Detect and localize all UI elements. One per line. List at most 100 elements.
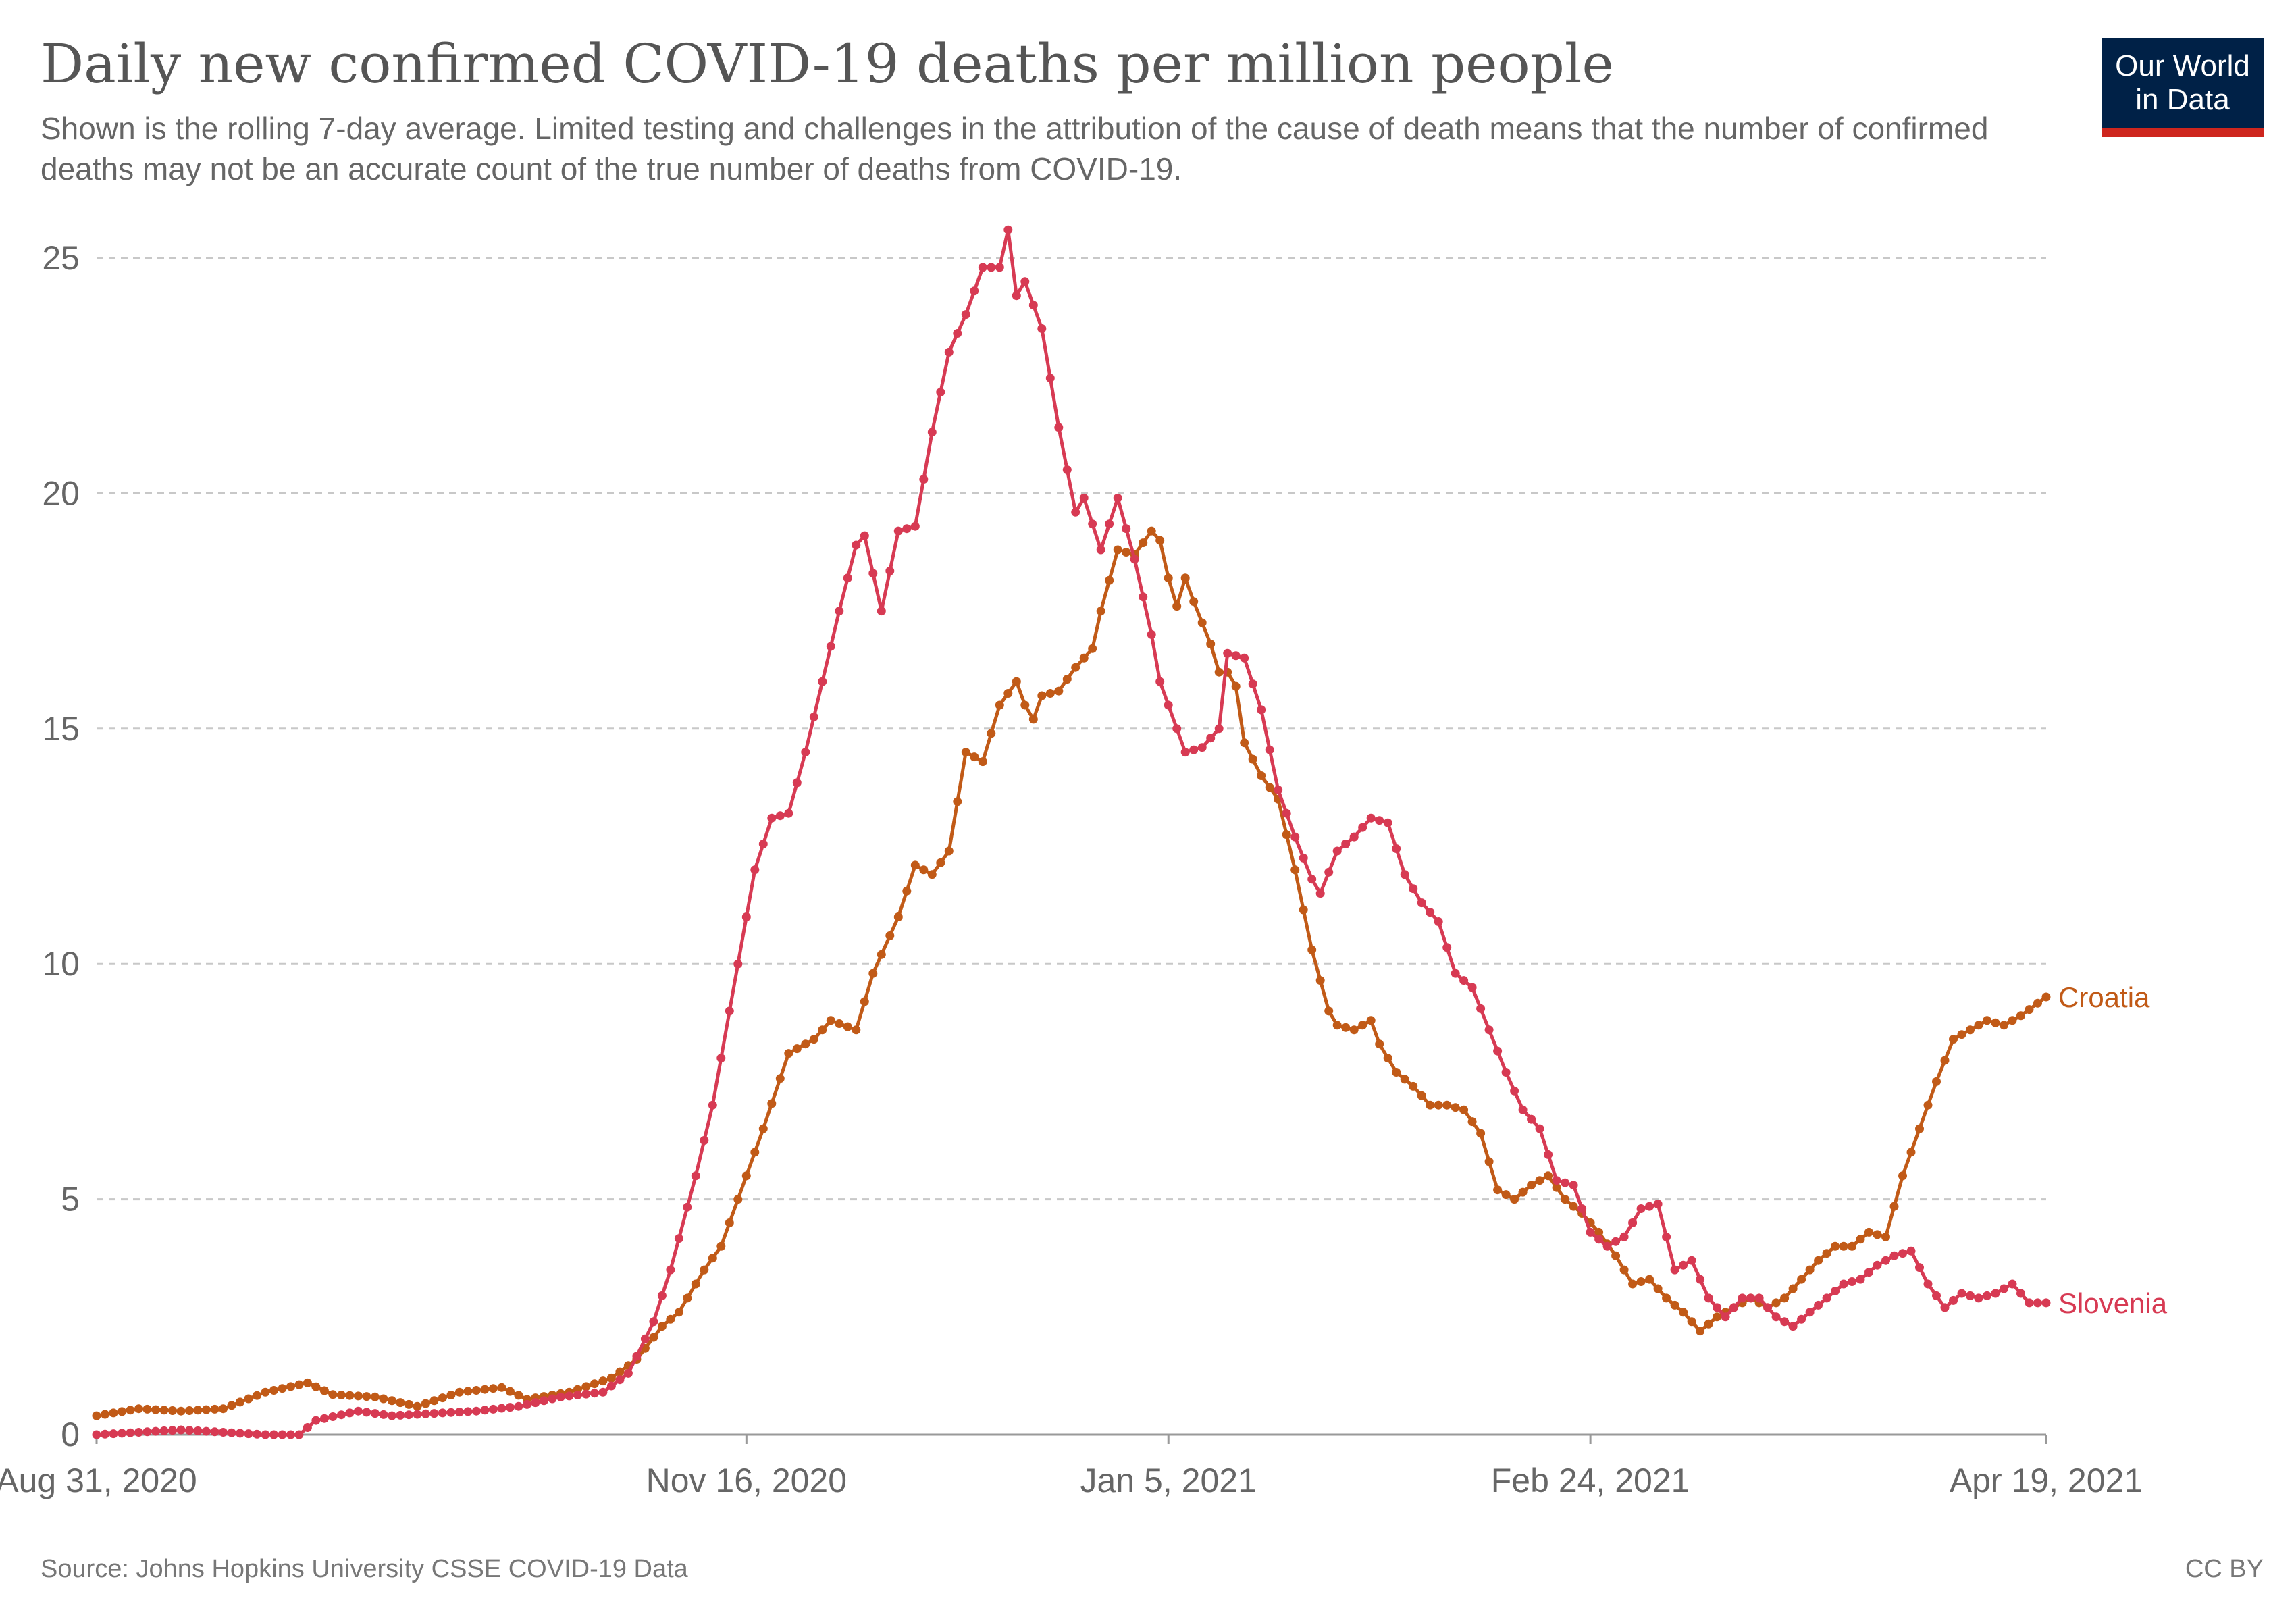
data-point-croatia	[497, 1383, 506, 1392]
data-point-croatia	[159, 1406, 169, 1415]
license-note[interactable]: CC BY	[2185, 1555, 2264, 1583]
data-point-croatia	[294, 1380, 304, 1389]
data-point-slovenia	[1122, 524, 1131, 534]
data-point-slovenia	[868, 569, 878, 578]
data-point-slovenia	[1721, 1312, 1730, 1322]
data-point-slovenia	[1906, 1246, 1916, 1256]
data-point-croatia	[1315, 976, 1325, 985]
data-point-croatia	[1467, 1117, 1477, 1127]
data-point-slovenia	[505, 1403, 515, 1412]
data-point-croatia	[168, 1406, 177, 1415]
data-point-croatia	[1113, 545, 1122, 555]
owid-logo[interactable]: Our World in Data	[2102, 38, 2264, 137]
data-point-croatia	[775, 1074, 785, 1083]
data-point-slovenia	[1991, 1289, 2000, 1298]
data-point-slovenia	[1417, 898, 1426, 908]
data-point-croatia	[936, 858, 945, 867]
data-point-slovenia	[826, 642, 835, 651]
data-point-slovenia	[1307, 875, 1317, 884]
data-point-croatia	[1037, 691, 1047, 700]
x-tick-label: Jan 5, 2021	[1080, 1462, 1257, 1499]
data-point-croatia	[1653, 1284, 1663, 1293]
data-point-slovenia	[463, 1407, 473, 1416]
data-point-croatia	[471, 1386, 481, 1395]
data-point-croatia	[92, 1411, 101, 1420]
data-point-slovenia	[1231, 651, 1241, 661]
source-note[interactable]: Source: Johns Hopkins University CSSE CO…	[41, 1555, 688, 1583]
data-point-slovenia	[590, 1389, 599, 1398]
data-point-slovenia	[1020, 277, 1030, 286]
data-point-slovenia	[1577, 1204, 1587, 1213]
data-point-croatia	[311, 1382, 321, 1391]
data-point-slovenia	[1932, 1291, 1941, 1300]
data-point-slovenia	[1552, 1176, 1561, 1185]
data-point-slovenia	[2008, 1279, 2017, 1289]
data-point-slovenia	[1096, 545, 1105, 555]
data-point-croatia	[1248, 754, 1257, 764]
data-point-croatia	[236, 1397, 244, 1407]
data-point-slovenia	[142, 1427, 152, 1437]
data-point-croatia	[2025, 1005, 2034, 1014]
data-point-croatia	[1079, 653, 1089, 663]
data-point-croatia	[488, 1384, 498, 1393]
data-point-croatia	[1822, 1249, 1831, 1258]
data-point-slovenia	[1594, 1235, 1604, 1244]
data-point-slovenia	[379, 1410, 388, 1419]
data-point-slovenia	[1873, 1260, 1882, 1270]
data-point-slovenia	[1670, 1265, 1679, 1275]
data-point-slovenia	[1797, 1314, 1806, 1324]
data-point-slovenia	[396, 1410, 405, 1420]
data-point-croatia	[1805, 1265, 1815, 1275]
data-point-croatia	[185, 1406, 194, 1415]
data-point-slovenia	[1139, 592, 1148, 602]
data-point-slovenia	[1915, 1263, 1924, 1272]
data-point-croatia	[1139, 538, 1148, 548]
data-point-croatia	[1054, 686, 1064, 696]
data-point-croatia	[463, 1387, 473, 1396]
y-tick-label: 10	[42, 945, 80, 983]
data-point-croatia	[927, 870, 937, 879]
data-point-croatia	[741, 1171, 751, 1181]
data-point-slovenia	[1164, 700, 1173, 710]
data-point-croatia	[1594, 1227, 1604, 1237]
data-point-slovenia	[1392, 844, 1401, 853]
data-point-croatia	[1797, 1275, 1806, 1284]
data-point-slovenia	[1628, 1218, 1638, 1227]
data-point-croatia	[716, 1241, 726, 1251]
data-point-slovenia	[1400, 870, 1409, 879]
data-point-slovenia	[1645, 1202, 1654, 1211]
data-point-slovenia	[1324, 867, 1334, 877]
series-croatia	[92, 526, 2051, 1420]
data-point-croatia	[1265, 783, 1274, 792]
data-point-slovenia	[1805, 1308, 1815, 1317]
data-point-slovenia	[657, 1291, 667, 1300]
data-point-slovenia	[1746, 1293, 1756, 1303]
grid-layer	[97, 257, 2046, 1201]
data-point-slovenia	[615, 1375, 625, 1385]
data-point-croatia	[1788, 1284, 1798, 1293]
data-point-slovenia	[471, 1406, 481, 1416]
data-point-croatia	[1974, 1021, 1983, 1030]
data-point-slovenia	[927, 428, 937, 437]
data-point-croatia	[649, 1333, 658, 1342]
data-point-croatia	[843, 1022, 852, 1031]
logo-line-1: Our World	[2115, 49, 2250, 82]
data-point-slovenia	[606, 1381, 616, 1391]
data-point-croatia	[1628, 1279, 1638, 1289]
data-point-croatia	[1501, 1190, 1511, 1200]
data-point-croatia	[1197, 618, 1207, 627]
data-point-croatia	[1814, 1256, 1823, 1265]
data-point-croatia	[700, 1265, 709, 1275]
data-point-slovenia	[573, 1391, 582, 1399]
data-point-slovenia	[995, 263, 1004, 272]
data-point-slovenia	[1839, 1279, 1848, 1289]
data-point-slovenia	[1957, 1289, 1966, 1298]
data-point-croatia	[2016, 1011, 2025, 1021]
data-point-slovenia	[1780, 1317, 1790, 1327]
data-point-slovenia	[1729, 1303, 1739, 1312]
data-point-croatia	[1307, 945, 1317, 954]
data-point-slovenia	[1214, 724, 1224, 734]
data-point-croatia	[1417, 1091, 1426, 1100]
data-point-croatia	[995, 700, 1004, 710]
data-point-slovenia	[1822, 1293, 1831, 1303]
